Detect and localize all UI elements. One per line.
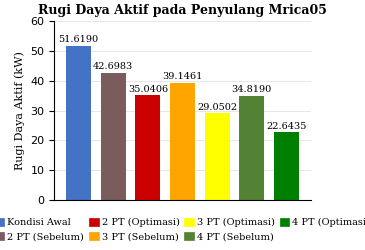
Text: 35.0406: 35.0406 [128,85,168,94]
Bar [101,73,126,200]
Text: 29.0502: 29.0502 [197,102,237,112]
Y-axis label: Rugi Daya Aktif (kW): Rugi Daya Aktif (kW) [14,51,25,170]
Bar [170,83,195,200]
Text: 42.6983: 42.6983 [93,62,133,71]
Bar [135,96,160,200]
Text: 51.6190: 51.6190 [58,35,99,44]
Text: 22.6435: 22.6435 [266,122,307,131]
Title: Rugi Daya Aktif pada Penyulang Mrica05: Rugi Daya Aktif pada Penyulang Mrica05 [38,4,327,17]
Text: 39.1461: 39.1461 [162,72,203,82]
Text: 34.8190: 34.8190 [232,85,272,94]
Bar [274,132,299,200]
Legend: Kondisi Awal, 2 PT (Sebelum), 2 PT (Optimasi), 3 PT (Sebelum), 3 PT (Optimasi), : Kondisi Awal, 2 PT (Sebelum), 2 PT (Opti… [0,214,365,245]
Bar [205,113,230,200]
Bar [66,46,91,200]
Bar [239,96,264,200]
